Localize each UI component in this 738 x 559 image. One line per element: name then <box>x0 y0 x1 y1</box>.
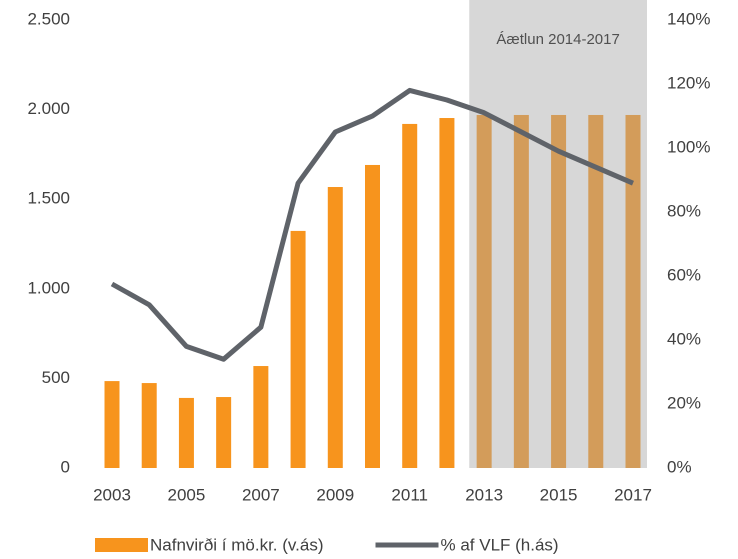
bar <box>402 123 418 468</box>
y-tick-label: 0 <box>61 457 70 476</box>
bar <box>476 114 492 468</box>
legend-label: Nafnvirði í mö.kr. (v.ás) <box>150 535 324 554</box>
y-tick-label: 500 <box>42 368 70 387</box>
bar <box>253 366 269 468</box>
bar <box>513 114 529 468</box>
bar <box>327 187 343 468</box>
x-tick-label: 2009 <box>316 485 354 504</box>
bar <box>104 381 120 468</box>
y2-tick-label: 40% <box>667 329 701 348</box>
y-tick-label: 2.500 <box>27 9 70 28</box>
x-tick-label: 2011 <box>391 485 428 504</box>
y2-tick-label: 120% <box>667 73 710 92</box>
forecast-region <box>469 0 647 468</box>
y2-tick-label: 140% <box>667 9 710 28</box>
y-tick-label: 1.000 <box>27 278 70 297</box>
y2-tick-label: 0% <box>667 457 692 476</box>
x-tick-label: 2017 <box>614 485 652 504</box>
x-tick-label: 2003 <box>93 485 131 504</box>
bar <box>439 118 455 468</box>
y-tick-label: 2.000 <box>27 99 70 118</box>
legend-label: % af VLF (h.ás) <box>441 535 559 554</box>
y2-tick-label: 80% <box>667 201 701 220</box>
x-tick-label: 2015 <box>540 485 578 504</box>
line <box>110 87 634 362</box>
bar <box>178 397 194 468</box>
y2-tick-label: 20% <box>667 393 701 412</box>
bar <box>588 114 604 468</box>
x-tick-label: 2007 <box>242 485 280 504</box>
annotation: Áætlun 2014-2017 <box>496 31 619 48</box>
bar <box>216 397 232 468</box>
y-tick-label: 1.500 <box>27 189 70 208</box>
bar <box>365 164 380 469</box>
legend-swatch <box>95 538 148 552</box>
x-tick-label: 2005 <box>168 485 206 504</box>
bar <box>141 383 157 468</box>
bar <box>551 114 567 468</box>
x-tick-label: 2013 <box>465 485 503 504</box>
y2-tick-label: 60% <box>667 265 701 284</box>
y2-tick-label: 100% <box>667 137 710 156</box>
bar <box>625 114 641 468</box>
bar <box>290 230 306 468</box>
